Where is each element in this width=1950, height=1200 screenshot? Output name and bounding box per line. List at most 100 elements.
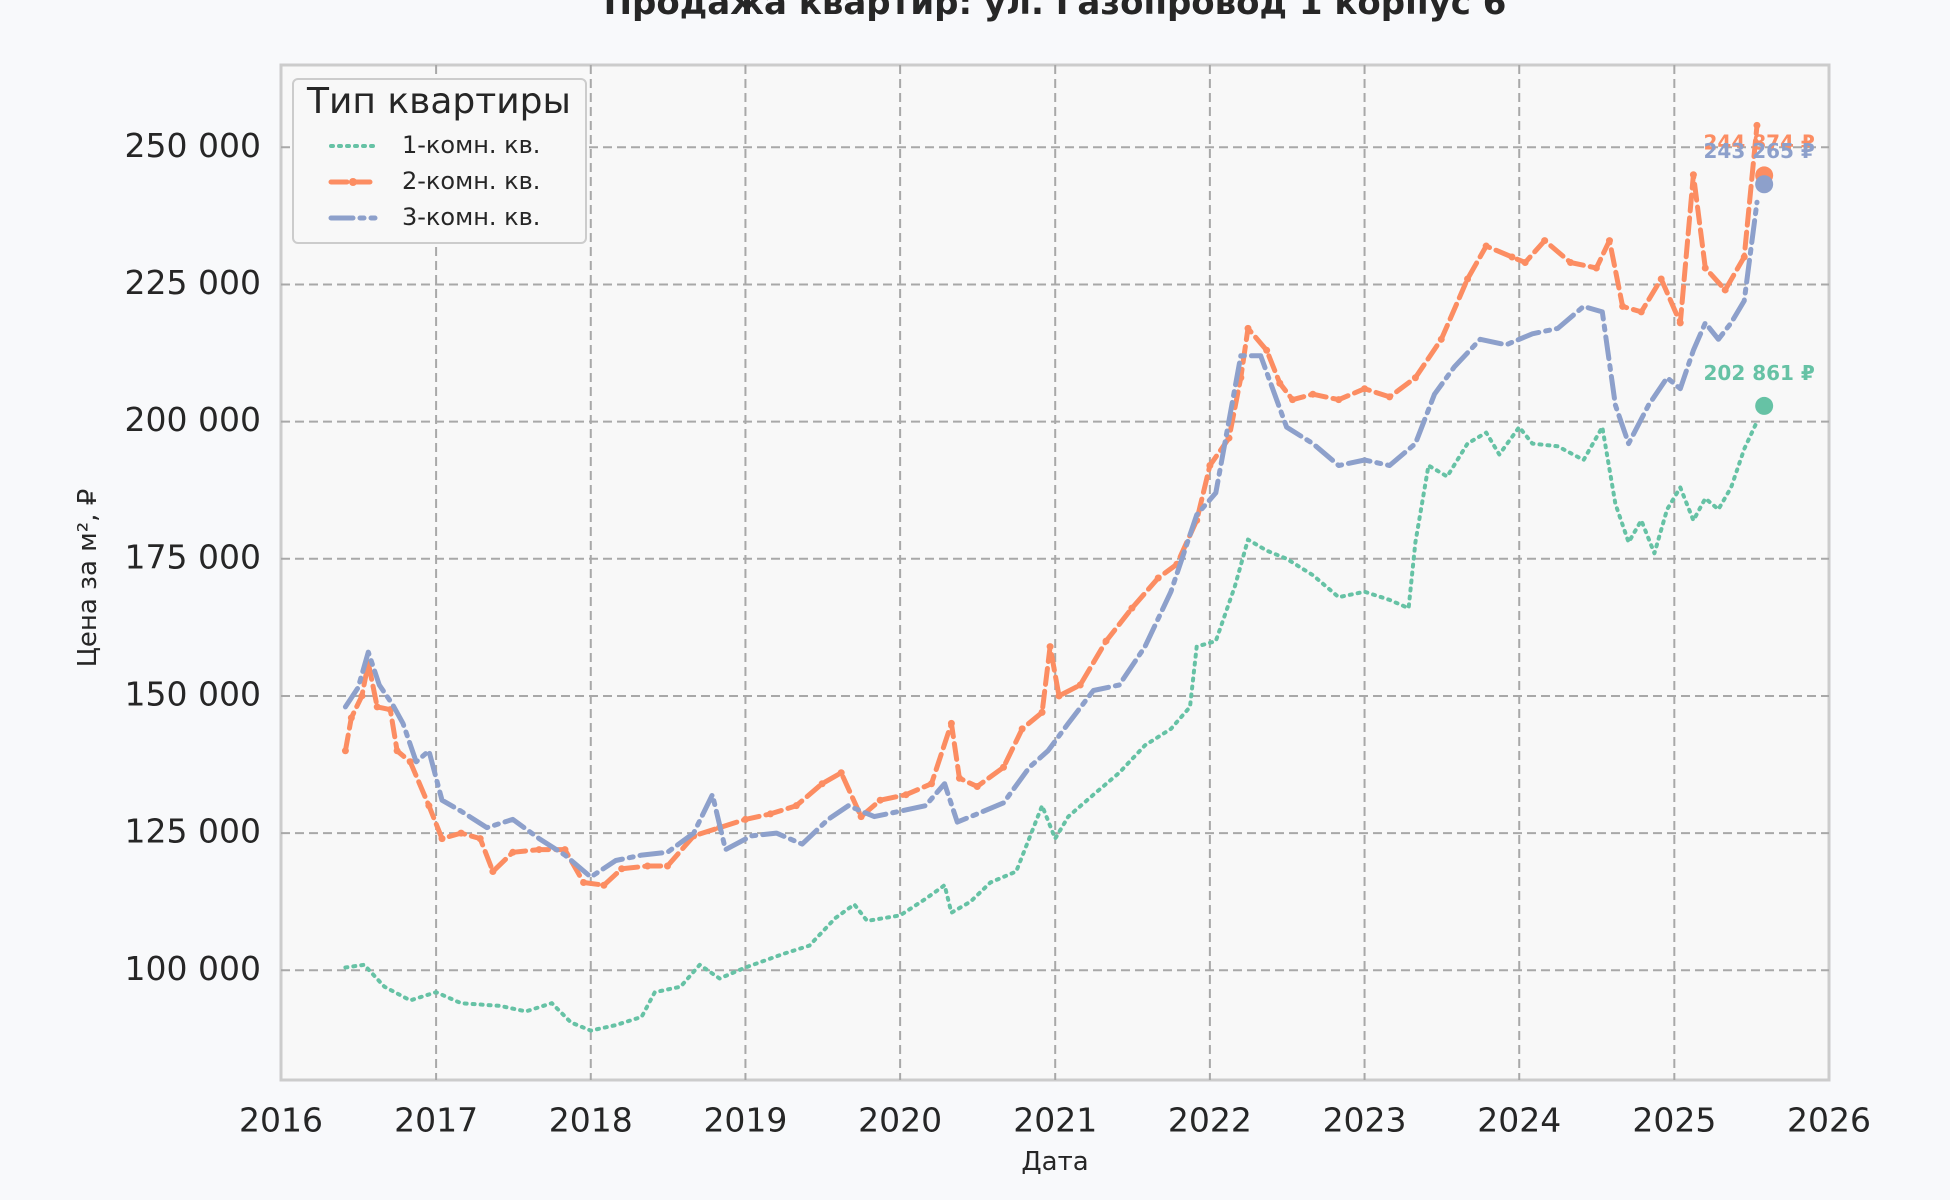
series-2-point	[876, 796, 884, 804]
series-2-point	[902, 791, 910, 799]
series-2-point	[1276, 379, 1284, 387]
legend-box	[292, 78, 587, 244]
series-2-point	[535, 846, 543, 854]
end-labels: 202 861 ₽ 244 874 ₽243 265 ₽	[1703, 130, 1815, 415]
series-2-line	[342, 122, 1760, 888]
series-2-point	[1411, 374, 1419, 382]
series-2-point	[1701, 264, 1709, 272]
legend-label: 3-комн. кв.	[402, 203, 540, 231]
legend-swatch-marker	[349, 178, 357, 186]
series-2-point	[741, 815, 749, 823]
axes: 100 000 125 000 150 000 175 000 200 000 225 0…	[125, 126, 1871, 1140]
series-2-point	[438, 835, 446, 843]
y-tick-label: 150 000	[125, 674, 261, 713]
series-2-point	[1386, 393, 1394, 401]
series-2-point	[489, 868, 497, 876]
x-tick-label: 2016	[239, 1101, 323, 1140]
x-tick-label: 2025	[1632, 1101, 1716, 1140]
x-tick-label: 2024	[1477, 1101, 1561, 1140]
x-tick-label: 2021	[1013, 1101, 1097, 1140]
series-2-point	[457, 829, 465, 837]
series-2-point	[644, 862, 652, 870]
series-2-point	[406, 758, 414, 766]
series-2-point	[476, 835, 484, 843]
series-2-point	[1753, 121, 1761, 129]
x-tick-label: 2022	[1168, 1101, 1252, 1140]
series-2-point	[1676, 319, 1684, 327]
series-2-point	[1000, 763, 1008, 771]
series-2-point	[1206, 462, 1214, 470]
series-2-point	[358, 692, 366, 700]
series-2-end-label: 244 874 ₽	[1703, 130, 1814, 154]
x-tick-label: 2020	[858, 1101, 942, 1140]
series-2-point	[373, 703, 381, 711]
series-2-point	[1128, 604, 1136, 612]
series-2-point	[1637, 308, 1645, 316]
grid	[281, 65, 1829, 1080]
series-2-point	[347, 714, 355, 722]
chart-title: Продажа квартир: ул. Газопровод 1 корпус…	[604, 0, 1507, 23]
series-2-point	[1482, 242, 1490, 250]
series-2-point	[1046, 643, 1054, 651]
series-2-point	[663, 862, 671, 870]
series-2-point	[1567, 259, 1575, 267]
x-tick-label: 2019	[703, 1101, 787, 1140]
series-2-point	[1244, 324, 1252, 332]
x-axis-label: Дата	[1021, 1147, 1088, 1177]
legend-label: 1-комн. кв.	[402, 131, 540, 159]
series-2-point	[1740, 253, 1748, 261]
series-2-point	[818, 780, 826, 788]
series-1-end-label: 202 861 ₽	[1703, 361, 1814, 385]
x-tick-label: 2026	[1787, 1101, 1871, 1140]
series-1-line	[343, 419, 1759, 1033]
series-2-point	[1521, 259, 1529, 267]
series-2-point	[1335, 396, 1343, 404]
series-2-point	[509, 848, 517, 856]
series-3-end-marker	[1755, 175, 1774, 194]
series-2-point	[1689, 171, 1697, 179]
series-2-point	[1102, 637, 1110, 645]
series-2-point	[1289, 396, 1297, 404]
series-2-point	[1508, 253, 1516, 261]
series-2-point	[425, 802, 433, 810]
series-2-point	[1657, 275, 1665, 283]
series-2-point	[1055, 692, 1063, 700]
legend-items: 1-комн. кв. 2-комн. кв. 3-комн. кв.	[328, 131, 540, 231]
series-2-point	[393, 747, 401, 755]
series-2-point	[561, 846, 569, 854]
series-2-point	[1721, 286, 1729, 294]
series-2-point	[580, 878, 588, 886]
series-2-point	[1592, 264, 1600, 272]
series-2-point	[766, 810, 774, 818]
y-tick-label: 200 000	[125, 400, 261, 439]
legend-title: Тип квартиры	[306, 81, 571, 122]
series-2-point	[792, 802, 800, 810]
y-axis-label: Цена за м², ₽	[73, 489, 103, 668]
series-2-point	[1309, 390, 1317, 398]
legend: Тип квартиры 1-комн. кв. 2-комн. кв. 3-ком…	[292, 78, 587, 244]
x-tick-label: 2017	[394, 1101, 478, 1140]
series-2-point	[1605, 237, 1613, 245]
y-tick-label: 250 000	[125, 126, 261, 165]
series-2-point	[955, 774, 963, 782]
series-2-point	[618, 865, 626, 873]
series-2-point	[1437, 335, 1445, 343]
series-2-point	[1619, 302, 1627, 310]
series-3-end-label: 243 265 ₽	[1703, 139, 1814, 163]
series-2-point	[341, 747, 349, 755]
series-2-point	[973, 782, 981, 790]
x-tick-label: 2018	[549, 1101, 633, 1140]
series-2-point	[857, 813, 865, 821]
series-2-point	[947, 719, 955, 727]
series-1-end-marker	[1755, 396, 1774, 415]
series-2-point	[1154, 574, 1162, 582]
y-tick-label: 175 000	[125, 537, 261, 576]
series-2-point	[837, 769, 845, 777]
x-tick-label: 2023	[1323, 1101, 1407, 1140]
series-2-point	[1018, 725, 1026, 733]
y-tick-label: 100 000	[125, 949, 261, 988]
series-2-point	[1361, 385, 1369, 393]
series-2-point	[1263, 346, 1271, 354]
